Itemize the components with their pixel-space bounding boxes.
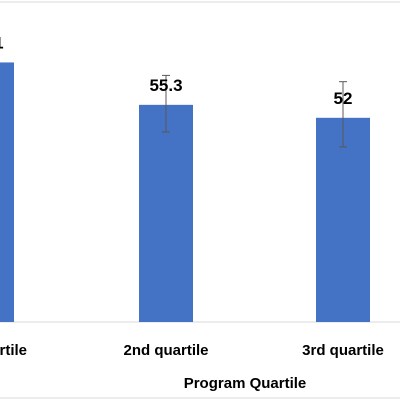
error-bars-layer [162,74,347,148]
error-bar-2 [162,74,170,133]
data-label-2: 55.3 [149,76,182,95]
labels-layer: 66.1 1st quartile 55.3 2nd quartile 52 3rd qu… [0,33,384,359]
data-label-3: 52 [334,89,353,108]
x-tick-label-1: 1st quartile [0,342,27,359]
x-tick-label-3: 3rd quartile [302,342,384,359]
bar-2 [139,104,193,322]
x-axis-title: Program Quartile [184,375,307,392]
bars-layer [0,62,370,323]
bar-3 [316,117,370,323]
bar-1 [0,62,14,322]
x-tick-label-2: 2nd quartile [123,342,208,359]
error-bar-3 [339,81,347,148]
data-label-1: 66.1 [0,33,4,52]
